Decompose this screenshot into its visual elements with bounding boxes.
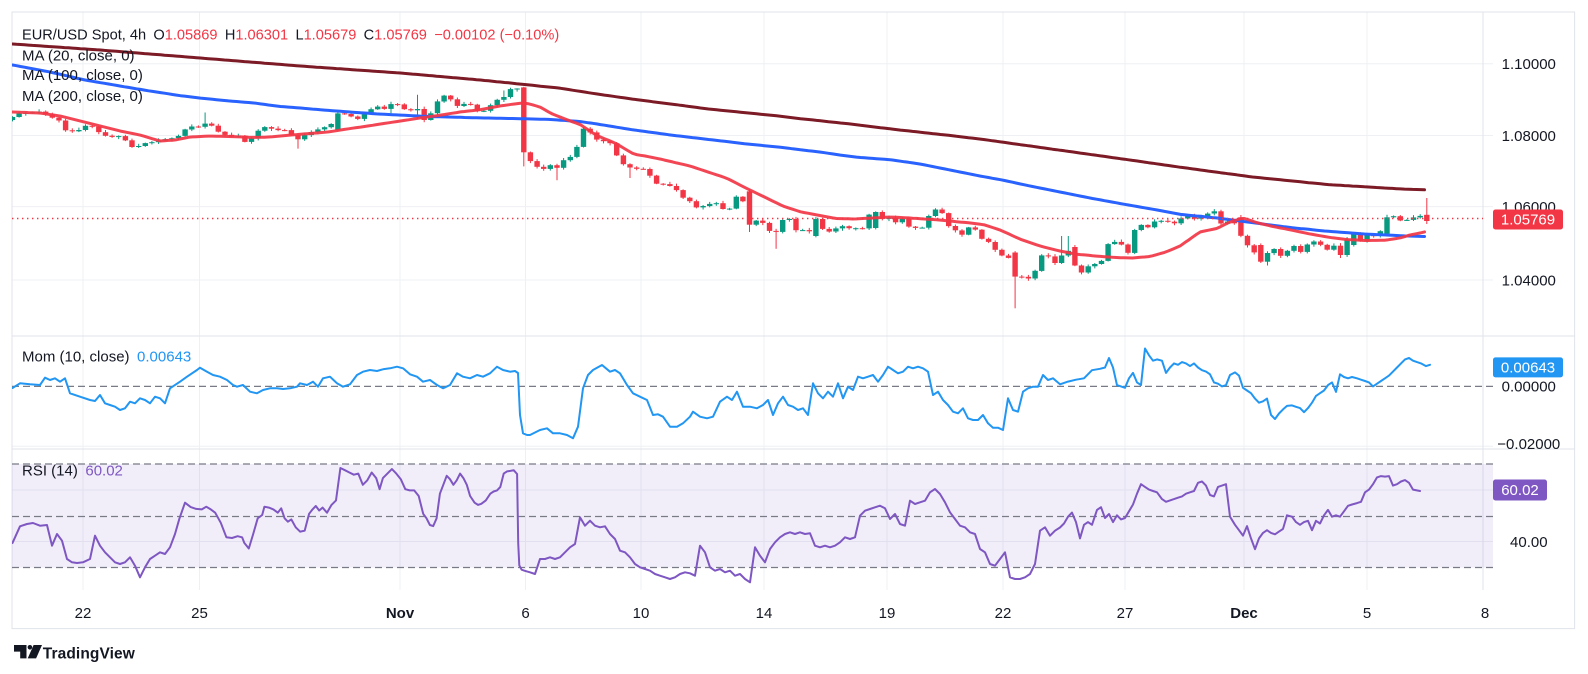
svg-text:1.04000: 1.04000 [1502, 272, 1556, 289]
svg-text:14: 14 [756, 605, 773, 622]
svg-text:Nov: Nov [386, 605, 415, 622]
svg-text:10: 10 [633, 605, 650, 622]
svg-text:25: 25 [191, 605, 208, 622]
svg-text:RSI (14) 60.02: RSI (14) 60.02 [22, 463, 123, 480]
svg-text:TradingView: TradingView [43, 645, 136, 662]
svg-text:22: 22 [75, 605, 92, 622]
svg-text:5: 5 [1363, 605, 1371, 622]
svg-text:8: 8 [1481, 605, 1489, 622]
svg-text:0.00643: 0.00643 [1501, 360, 1555, 377]
svg-text:1.05769: 1.05769 [1501, 212, 1555, 229]
svg-text:19: 19 [879, 605, 896, 622]
svg-text:0.00000: 0.00000 [1502, 379, 1556, 396]
svg-text:6: 6 [521, 605, 529, 622]
svg-text:40.00: 40.00 [1510, 534, 1548, 551]
svg-text:MA (20, close, 0): MA (20, close, 0) [22, 47, 135, 64]
svg-text:60.02: 60.02 [1501, 482, 1539, 499]
svg-text:−0.02000: −0.02000 [1497, 436, 1560, 453]
svg-text:1.10000: 1.10000 [1502, 56, 1556, 73]
svg-text:Mom (10, close) 0.00643: Mom (10, close) 0.00643 [22, 349, 191, 366]
svg-text:Dec: Dec [1230, 605, 1258, 622]
svg-text:EUR/USD Spot, 4h O1.05869 H1.0: EUR/USD Spot, 4h O1.05869 H1.06301 L1.05… [22, 28, 559, 44]
svg-text:MA (100, close, 0): MA (100, close, 0) [22, 67, 143, 84]
svg-text:1.08000: 1.08000 [1502, 128, 1556, 145]
svg-text:22: 22 [995, 605, 1012, 622]
svg-text:MA (200, close, 0): MA (200, close, 0) [22, 88, 143, 105]
svg-text:27: 27 [1117, 605, 1134, 622]
